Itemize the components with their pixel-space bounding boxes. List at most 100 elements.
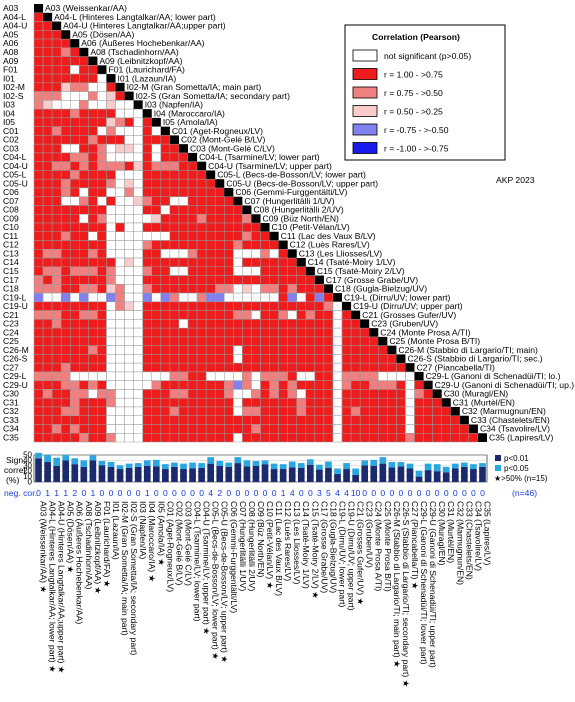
- matrix-cell: [350, 319, 361, 329]
- matrix-cell: [251, 310, 261, 320]
- matrix-cell: [88, 432, 98, 443]
- matrix-cell: [224, 266, 234, 276]
- matrix-cell: [69, 327, 80, 338]
- neg-cor-value: 0: [480, 488, 485, 498]
- bar-p001: [134, 466, 142, 482]
- diagonal-cell: [342, 301, 352, 311]
- matrix-cell: [115, 432, 125, 443]
- matrix-cell: [224, 432, 234, 443]
- matrix-cell: [88, 275, 98, 285]
- matrix-cell: [33, 380, 44, 390]
- matrix-cell: [287, 424, 297, 434]
- diagonal-cell: [242, 205, 252, 215]
- matrix-cell: [69, 284, 80, 294]
- matrix-cell: [269, 292, 279, 303]
- matrix-cell: [169, 301, 180, 311]
- matrix-cell: [178, 213, 189, 224]
- matrix-cell: [69, 275, 80, 285]
- matrix-cell: [33, 354, 44, 364]
- matrix-cell: [169, 424, 180, 434]
- bar-p001: [152, 466, 160, 482]
- matrix-cell: [224, 424, 234, 434]
- matrix-cell: [115, 117, 125, 127]
- matrix-cell: [169, 380, 180, 390]
- matrix-cell: [169, 371, 180, 381]
- matrix-cell: [60, 319, 71, 329]
- matrix-cell: [387, 424, 397, 434]
- matrix-cell: [269, 319, 279, 329]
- matrix-cell: [51, 205, 62, 215]
- legend-swatch: [352, 49, 378, 62]
- matrix-cell: [42, 319, 53, 329]
- matrix-cell: [88, 362, 98, 373]
- matrix-cell: [124, 205, 134, 215]
- matrix-cell: [33, 292, 44, 303]
- matrix-cell: [42, 354, 53, 364]
- matrix-cell: [414, 432, 424, 443]
- matrix-cell: [396, 406, 406, 416]
- matrix-cell: [242, 389, 252, 399]
- matrix-cell: [79, 424, 89, 434]
- matrix-cell: [42, 213, 53, 224]
- diagonal-cell: [423, 380, 433, 390]
- matrix-cell: [169, 354, 180, 364]
- matrix-cell: [160, 415, 171, 425]
- matrix-cell: [314, 327, 325, 338]
- matrix-cell: [423, 397, 433, 408]
- matrix-cell: [106, 187, 116, 197]
- matrix-cell: [296, 319, 307, 329]
- bottom-label: C04-U (Tsarmine/LV; upper part) ★: [202, 501, 212, 635]
- matrix-cell: [97, 196, 107, 206]
- matrix-cell: [33, 389, 44, 399]
- neg-cor-value: 0: [190, 488, 195, 498]
- matrix-cell: [278, 389, 288, 399]
- matrix-cell: [151, 415, 162, 425]
- diagonal-cell: [43, 12, 53, 22]
- matrix-cell: [42, 100, 53, 110]
- matrix-cell: [115, 240, 125, 250]
- matrix-cell: [314, 397, 325, 408]
- neg-cor-value: 0: [371, 488, 376, 498]
- matrix-cell: [124, 135, 134, 145]
- matrix-cell: [323, 389, 334, 399]
- matrix-cell: [450, 432, 461, 443]
- matrix-cell: [133, 406, 143, 416]
- diagonal-cell: [396, 354, 406, 364]
- matrix-cell: [79, 178, 89, 189]
- matrix-cell: [142, 354, 153, 364]
- matrix-cell: [106, 117, 116, 127]
- matrix-cell: [42, 30, 53, 40]
- matrix-cell: [251, 336, 261, 346]
- matrix-cell: [296, 354, 307, 364]
- matrix-cell: [169, 275, 180, 285]
- row-label: A09: [3, 56, 19, 66]
- matrix-cell: [323, 319, 334, 329]
- matrix-cell: [106, 380, 116, 390]
- matrix-cell: [115, 345, 125, 355]
- matrix-cell: [332, 397, 343, 408]
- matrix-cell: [233, 222, 243, 233]
- matrix-cell: [151, 371, 162, 381]
- matrix-cell: [33, 21, 44, 31]
- matrix-cell: [169, 170, 180, 180]
- diagonal-cell: [332, 293, 343, 302]
- row-label: C21: [3, 310, 19, 320]
- matrix-cell: [278, 249, 288, 259]
- diagonal-label: C35 (Lapires/LV): [489, 432, 553, 442]
- matrix-cell: [314, 406, 325, 416]
- bar-p005: [225, 462, 233, 467]
- matrix-cell: [42, 336, 53, 346]
- diagonal-label: C14 (Tsaté-Moiry 1/LV): [308, 257, 396, 267]
- matrix-cell: [88, 389, 98, 399]
- matrix-cell: [160, 170, 171, 180]
- matrix-cell: [224, 240, 234, 250]
- matrix-cell: [88, 292, 98, 303]
- matrix-cell: [106, 196, 116, 206]
- bar-p001: [107, 466, 115, 482]
- matrix-cell: [88, 406, 98, 416]
- neg-cor-label: neg. cor.: [4, 488, 37, 498]
- matrix-cell: [51, 56, 62, 66]
- matrix-cell: [387, 371, 397, 381]
- row-label: C29-U: [3, 380, 28, 390]
- bottom-label: C10 (Petit-Vélan/LV) ★: [265, 501, 275, 590]
